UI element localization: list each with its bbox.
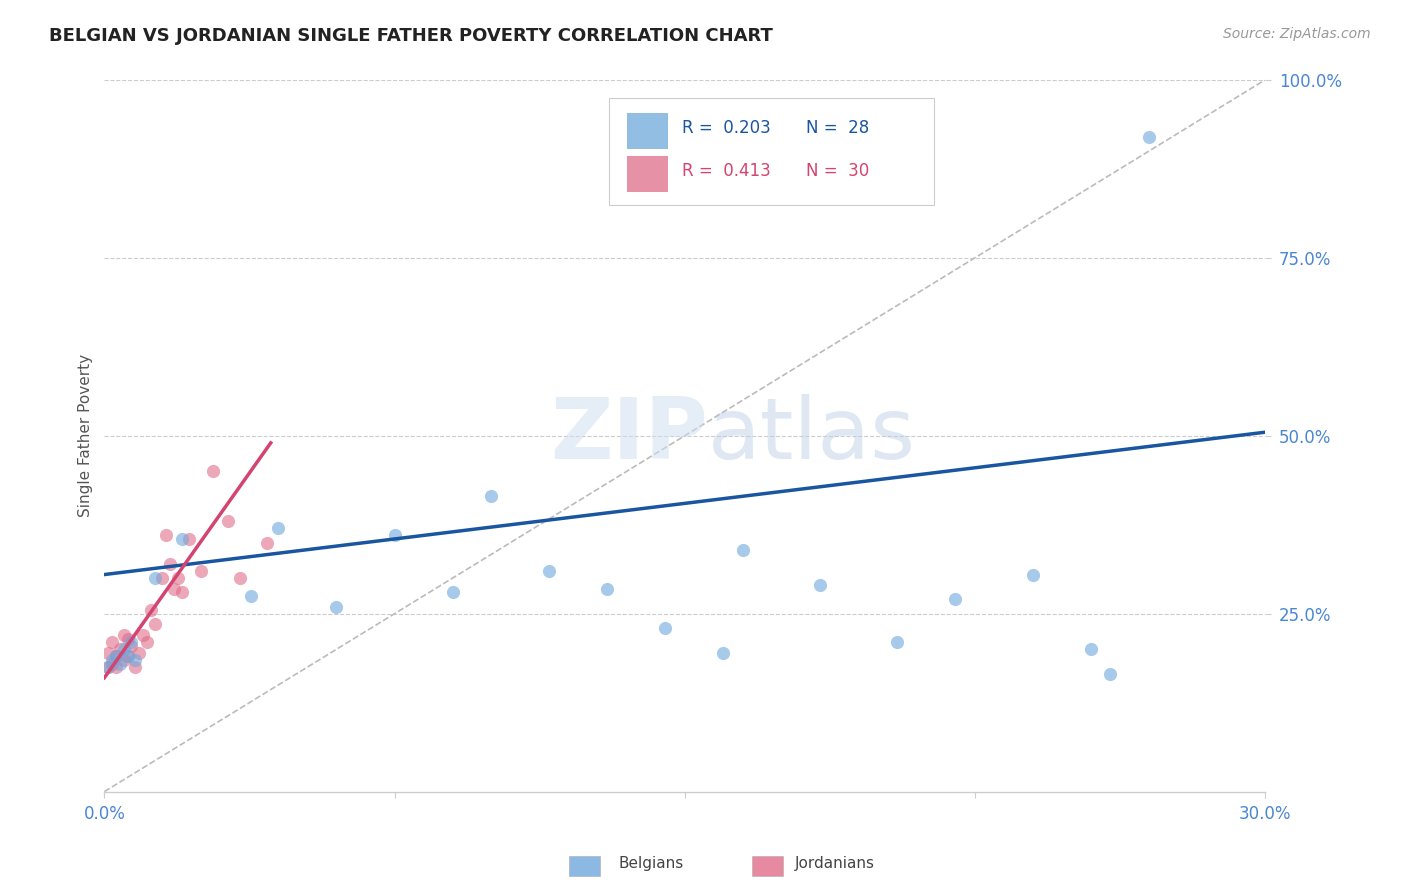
Point	[101, 657, 124, 671]
Point	[1137, 129, 1160, 144]
Point	[128, 646, 150, 660]
Point	[97, 660, 120, 674]
Point	[120, 635, 142, 649]
Point	[256, 535, 278, 549]
Point	[167, 571, 190, 585]
FancyBboxPatch shape	[627, 113, 668, 149]
Point	[139, 603, 162, 617]
Text: Jordanians: Jordanians	[794, 856, 875, 871]
Text: atlas: atlas	[707, 394, 915, 477]
Text: R =  0.203: R = 0.203	[682, 120, 770, 137]
Point	[155, 528, 177, 542]
Point	[1080, 642, 1102, 657]
Point	[120, 639, 142, 653]
FancyBboxPatch shape	[627, 156, 668, 192]
Point	[97, 660, 120, 674]
Point	[267, 521, 290, 535]
Point	[124, 660, 146, 674]
Point	[104, 660, 127, 674]
Point	[325, 599, 347, 614]
Point	[104, 649, 127, 664]
Point	[117, 632, 139, 646]
Point	[596, 582, 619, 596]
Point	[179, 532, 201, 546]
Point	[112, 628, 135, 642]
Point	[479, 489, 502, 503]
Point	[538, 564, 561, 578]
Point	[217, 514, 239, 528]
Point	[201, 464, 224, 478]
Point	[945, 592, 967, 607]
Point	[152, 571, 174, 585]
Point	[229, 571, 252, 585]
Point	[163, 582, 186, 596]
Y-axis label: Single Father Poverty: Single Father Poverty	[79, 354, 93, 517]
Point	[101, 635, 124, 649]
Point	[97, 646, 120, 660]
Point	[1022, 567, 1045, 582]
Point	[112, 653, 135, 667]
Text: Source: ZipAtlas.com: Source: ZipAtlas.com	[1223, 27, 1371, 41]
Text: BELGIAN VS JORDANIAN SINGLE FATHER POVERTY CORRELATION CHART: BELGIAN VS JORDANIAN SINGLE FATHER POVER…	[49, 27, 773, 45]
Text: ZIP: ZIP	[550, 394, 707, 477]
Point	[143, 617, 166, 632]
Point	[104, 649, 127, 664]
Point	[108, 657, 131, 671]
Point	[170, 585, 193, 599]
Point	[441, 585, 464, 599]
Point	[1099, 667, 1122, 681]
Point	[170, 532, 193, 546]
Point	[143, 571, 166, 585]
Text: N =  30: N = 30	[807, 162, 870, 180]
FancyBboxPatch shape	[609, 98, 934, 204]
Point	[384, 528, 406, 542]
Point	[654, 621, 676, 635]
Text: R =  0.413: R = 0.413	[682, 162, 770, 180]
Point	[190, 564, 212, 578]
Point	[808, 578, 831, 592]
Point	[124, 653, 146, 667]
Point	[136, 635, 159, 649]
Point	[731, 542, 754, 557]
Text: N =  28: N = 28	[807, 120, 870, 137]
Point	[101, 653, 124, 667]
Point	[117, 649, 139, 664]
Point	[108, 642, 131, 657]
Point	[240, 589, 263, 603]
Point	[132, 628, 155, 642]
Point	[886, 635, 908, 649]
Point	[159, 557, 181, 571]
Point	[112, 642, 135, 657]
Point	[117, 649, 139, 664]
Text: Belgians: Belgians	[619, 856, 683, 871]
Point	[711, 646, 734, 660]
